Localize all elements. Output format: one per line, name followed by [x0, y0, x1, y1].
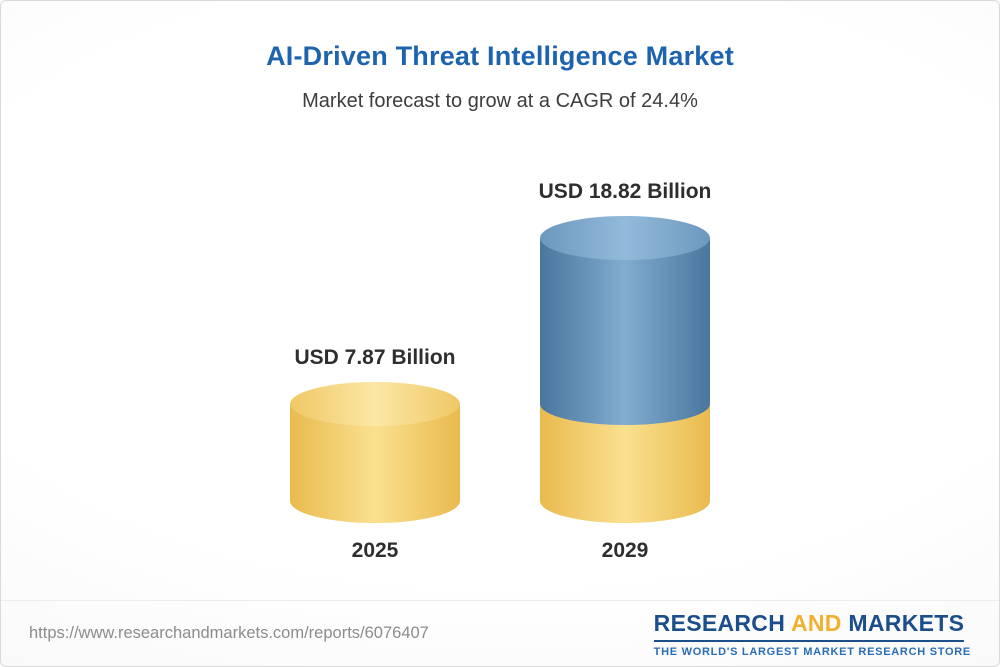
report-url-link[interactable]: https://www.researchandmarkets.com/repor…: [29, 624, 429, 642]
value-label-2025: USD 7.87 Billion: [294, 345, 456, 369]
page-subtitle: Market forecast to grow at a CAGR of 24.…: [302, 90, 698, 112]
research-and-markets-logo: RESEARCH AND MARKETS THE WORLD'S LARGEST…: [653, 609, 971, 658]
footer: https://www.researchandmarkets.com/repor…: [1, 600, 999, 666]
cylinder-top-2025: [290, 381, 460, 426]
logo-word-research: RESEARCH: [653, 609, 786, 636]
logo-word-and: AND: [790, 609, 842, 636]
cylinder-2029: [540, 216, 710, 523]
page-title: AI-Driven Threat Intelligence Market: [266, 41, 734, 71]
cylinder-base-segment-2029: [540, 382, 710, 523]
logo-tagline: THE WORLD'S LARGEST MARKET RESEARCH STOR…: [653, 645, 971, 658]
cylinder-top-2029: [540, 216, 710, 261]
cylinder-2025: [290, 381, 460, 523]
logo-word-markets: MARKETS: [848, 609, 965, 636]
bar-chart: USD 7.87 Billion 2025 USD 18.82 Billion …: [1, 151, 999, 563]
segment-divider-ellipse: [540, 382, 710, 425]
value-label-2029: USD 18.82 Billion: [538, 180, 712, 204]
header: AI-Driven Threat Intelligence Market Mar…: [1, 1, 999, 113]
logo-wordmark: RESEARCH AND MARKETS: [653, 609, 965, 642]
category-label-2029: 2029: [601, 539, 649, 562]
category-label-2025: 2025: [351, 539, 399, 562]
cylinder-growth-segment-2029: [540, 238, 710, 404]
bar-group-2029: USD 18.82 Billion 2029: [538, 180, 712, 563]
bar-group-2025: USD 7.87 Billion 2025: [290, 346, 460, 563]
